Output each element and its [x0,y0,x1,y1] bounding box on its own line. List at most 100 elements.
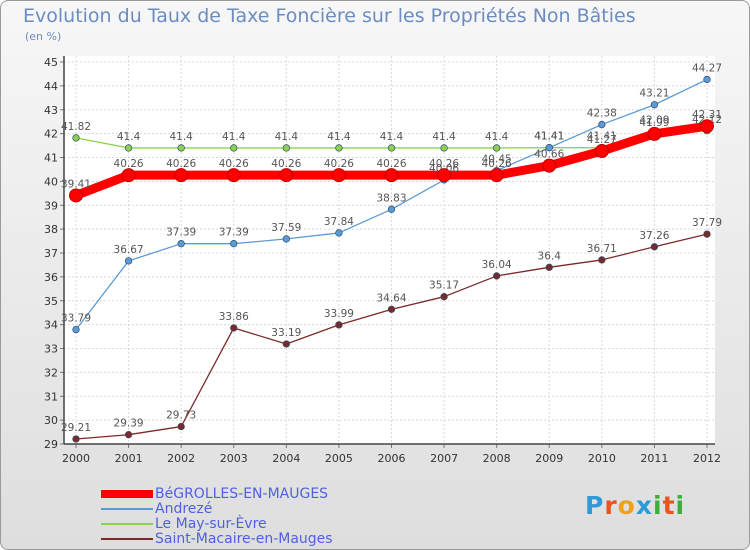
logo-letter: r [604,491,618,520]
y-tick-label: 29 [44,438,58,451]
plot-area [64,56,715,444]
data-label: 39.41 [61,178,91,190]
data-point [124,144,133,152]
data-point [226,168,241,183]
legend-label: Le May-sur-Èvre [155,515,267,532]
data-label: 40.26 [114,158,144,170]
data-label: 29.73 [166,410,196,422]
data-label: 37.39 [166,227,196,239]
data-label: 37.39 [219,227,249,239]
data-point [387,205,396,213]
data-point [230,240,238,248]
data-point [230,144,238,152]
data-label: 42.31 [692,109,722,121]
x-tick-label: 2008 [483,452,511,465]
data-point [647,126,662,141]
data-label: 38.83 [376,192,406,204]
data-label: 40.26 [271,158,301,170]
x-tick-label: 2000 [62,452,90,465]
legend-swatch [101,522,153,525]
logo-letter: P [585,491,605,520]
data-point [598,120,606,129]
y-tick-label: 37 [44,247,58,260]
data-point [650,243,659,251]
data-label: 37.84 [324,216,354,228]
y-tick-label: 32 [44,366,58,379]
logo-letter: i [675,491,686,520]
legend-item: Saint-Macaire-en-Mauges [101,531,333,547]
y-tick-label: 35 [44,295,58,308]
data-label: 41.41 [534,131,564,143]
x-tick-label: 2007 [430,452,458,465]
data-label: 41.82 [61,121,91,133]
data-point [279,168,294,183]
y-tick-label: 45 [44,56,58,69]
data-point [124,431,133,439]
data-label: 40.26 [482,158,512,170]
y-tick-label: 44 [44,80,58,93]
y-tick-label: 33 [44,343,58,356]
data-point [335,321,343,329]
data-point [124,257,133,265]
y-tick-label: 36 [44,271,58,284]
data-label: 41.4 [222,131,246,143]
data-point [177,240,185,248]
data-point [493,144,501,152]
data-label: 42.09 [639,114,669,126]
data-point [440,293,448,301]
legend-label: BéGROLLES-EN-MAUGES [155,485,329,502]
legend-label: Andrezé [155,500,213,517]
data-label: 33.86 [219,311,249,323]
data-label: 41.99 [639,117,669,129]
data-label: 41.4 [485,131,509,143]
x-tick-label: 2001 [115,452,143,465]
data-point [437,168,452,183]
x-tick-label: 2003 [220,452,248,465]
data-label: 37.26 [639,230,669,242]
data-point [703,75,711,84]
data-label: 41.4 [169,131,193,143]
data-label: 36.4 [538,250,562,262]
y-tick-label: 31 [44,390,58,403]
data-point [700,119,714,134]
data-label: 40.66 [534,149,564,161]
y-tick-label: 38 [44,223,58,236]
x-tick-label: 2011 [640,452,668,465]
data-point [493,272,501,280]
data-label: 40.26 [219,158,249,170]
legend-item: Le May-sur-Èvre [101,515,333,532]
x-tick-label: 2006 [378,452,406,465]
x-tick-label: 2012 [693,452,721,465]
data-point [177,422,185,431]
data-point [384,168,399,183]
y-tick-label: 41 [44,152,58,165]
y-tick-label: 34 [44,319,58,332]
data-point [177,144,185,152]
legend-item: BéGROLLES-EN-MAUGES [101,485,333,502]
data-label: 34.64 [376,292,406,304]
data-point [545,263,553,271]
data-label: 37.79 [692,217,722,229]
x-tick-label: 2010 [588,452,616,465]
data-label: 41.4 [380,131,404,143]
data-point [331,168,346,183]
logo-letter: i [653,491,663,520]
data-label: 41.41 [587,131,617,143]
data-label: 41.4 [117,131,141,143]
data-point [440,144,448,152]
unit-label: (en %) [25,30,62,43]
data-label: 43.21 [639,88,669,100]
proxiti-logo: Proxiti [585,491,685,520]
chart-title: Evolution du Taux de Taxe Foncière sur l… [23,5,636,27]
data-label: 36.67 [114,244,144,256]
data-label: 41.4 [275,131,299,143]
data-point [387,305,396,313]
data-point [72,435,80,443]
data-label: 40.26 [429,158,459,170]
data-label: 33.79 [61,313,91,325]
data-point [282,235,290,243]
data-point [282,144,290,152]
data-point [335,144,343,152]
data-point [282,340,290,348]
